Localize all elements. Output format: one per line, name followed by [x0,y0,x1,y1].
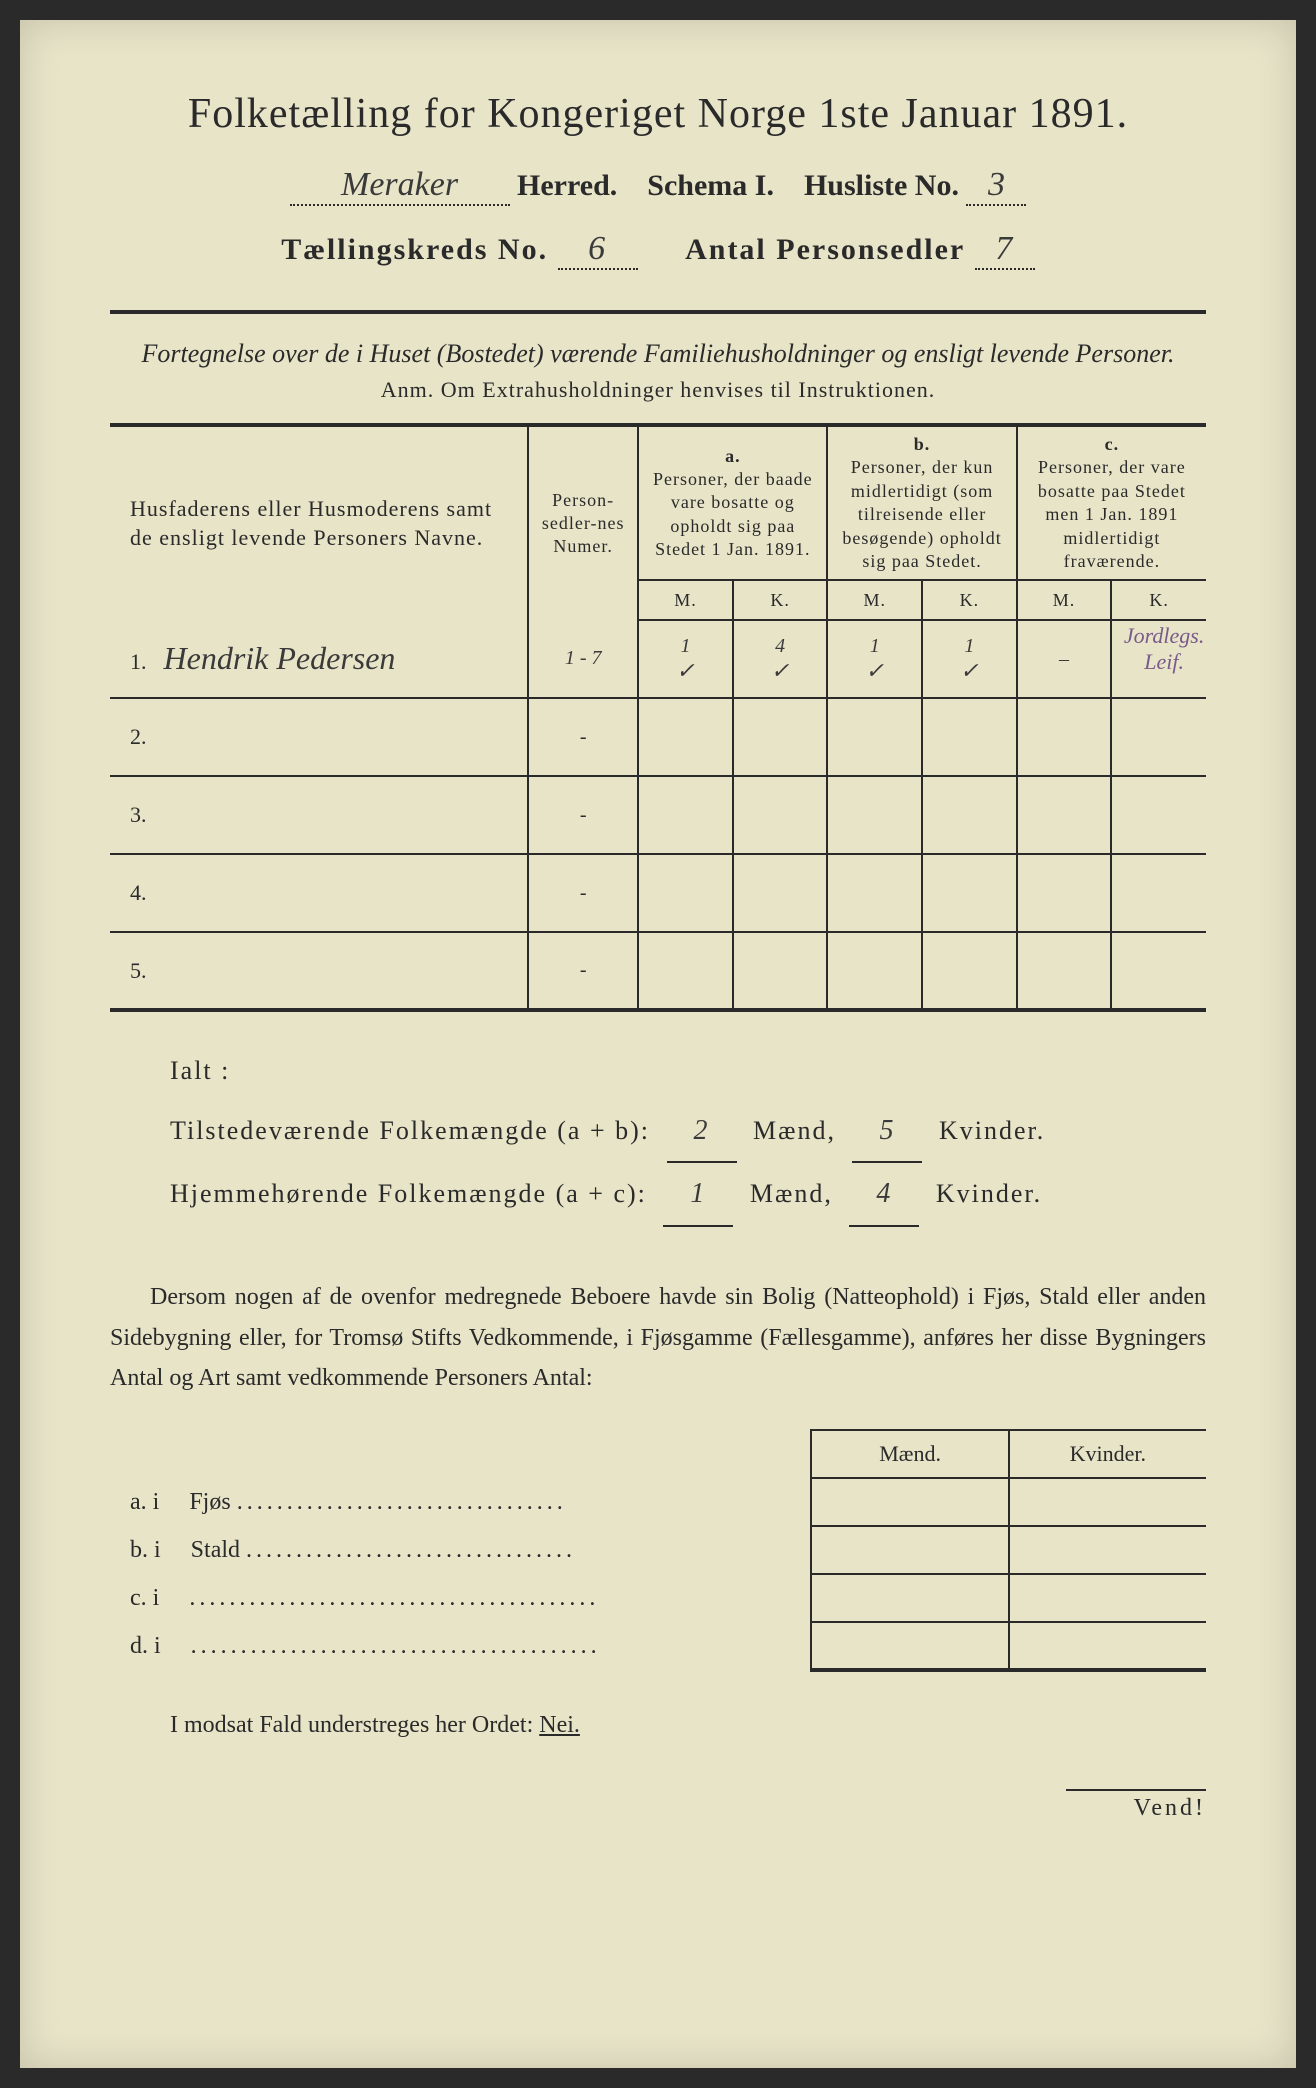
kreds-value: 6 [558,230,638,270]
cell-a-k: 4✓ [733,620,828,698]
tilstede-k: 5 [852,1100,922,1164]
second-row: a. i Fjøs ..............................… [110,1478,1206,1526]
tilstede-m: 2 [667,1100,737,1164]
th-c-k: K. [1111,580,1206,620]
cell-numer: - [528,776,638,854]
herred-value: Meraker [290,166,510,206]
th-kvinder: Kvinder. [1009,1430,1206,1478]
explanatory-paragraph: Dersom nogen af de ovenfor medregnede Be… [110,1277,1206,1399]
table-row: 5. - [110,932,1206,1010]
hjemme-line: Hjemmehørende Folkemængde (a + c): 1 Mæn… [170,1163,1206,1227]
kreds-label: Tællingskreds No. [281,233,548,266]
second-row: b. i Stald .............................… [110,1526,1206,1574]
main-table-body: 1. Hendrik Pedersen 1 - 7 1✓ 4✓ 1✓ 1✓ – … [110,620,1206,1010]
cell-name: 1. Hendrik Pedersen [110,620,528,698]
divider [110,310,1206,314]
ialt-label: Ialt : [170,1042,1206,1099]
nei-word: Nei. [539,1712,580,1738]
header-line-2: Meraker Herred. Schema I. Husliste No. 3 [110,166,1206,206]
cell-numer: 1 - 7 [528,620,638,698]
page-title: Folketælling for Kongeriget Norge 1ste J… [110,90,1206,138]
th-c: c. Personer, der vare bosatte paa Stedet… [1017,425,1206,580]
table-row: 1. Hendrik Pedersen 1 - 7 1✓ 4✓ 1✓ 1✓ – … [110,620,1206,698]
cell-name: 5. [110,932,528,1010]
herred-label: Herred. [517,169,617,202]
cell-numer: - [528,854,638,932]
th-b: b. Personer, der kun midlertidigt (som t… [827,425,1016,580]
antal-value: 7 [975,230,1035,270]
th-b-k: K. [922,580,1017,620]
cell-numer: - [528,698,638,776]
hjemme-m: 1 [663,1163,733,1227]
th-maend: Mænd. [811,1430,1008,1478]
hjemme-k: 4 [849,1163,919,1227]
tilstede-line: Tilstedeværende Folkemængde (a + b): 2 M… [170,1100,1206,1164]
antal-label: Antal Personsedler [685,233,965,266]
header-line-3: Tællingskreds No. 6 Antal Personsedler 7 [110,230,1206,270]
husliste-value: 3 [966,166,1026,206]
th-a-k: K. [733,580,828,620]
cell-name: 2. [110,698,528,776]
table-row: 2. - [110,698,1206,776]
second-row: c. i ...................................… [110,1574,1206,1622]
th-name: Husfaderens eller Husmoderens samt de en… [110,425,528,620]
th-numer: Person-sedler-nes Numer. [528,425,638,620]
th-b-m: M. [827,580,922,620]
vend-label: Vend! [1066,1789,1206,1822]
th-a: a. Personer, der baade vare bosatte og o… [638,425,827,580]
cell-b-k: 1✓ [922,620,1017,698]
th-a-m: M. [638,580,733,620]
schema-label: Schema I. [647,169,774,202]
cell-name: 3. [110,776,528,854]
cell-numer: - [528,932,638,1010]
th-c-m: M. [1017,580,1112,620]
cell-c-k: Jordlegs. Leif. [1111,620,1206,698]
nei-line: I modsat Fald understreges her Ordet: Ne… [170,1712,1206,1739]
cell-c-m: – [1017,620,1112,698]
second-table: Mænd. Kvinder. a. i Fjøs ...............… [110,1429,1206,1672]
husliste-label: Husliste No. [804,169,959,202]
main-table: Husfaderens eller Husmoderens samt de en… [110,423,1206,1012]
table-row: 4. - [110,854,1206,932]
margin-annotation: Jordlegs. Leif. [1112,623,1216,675]
intro-line-1: Fortegnelse over de i Huset (Bostedet) v… [110,334,1206,373]
table-row: 3. - [110,776,1206,854]
second-row: d. i ...................................… [110,1622,1206,1670]
intro-line-2: Anm. Om Extrahusholdninger henvises til … [110,377,1206,403]
cell-b-m: 1✓ [827,620,922,698]
census-form-page: Folketælling for Kongeriget Norge 1ste J… [20,20,1296,2068]
cell-a-m: 1✓ [638,620,733,698]
cell-name: 4. [110,854,528,932]
totals-section: Ialt : Tilstedeværende Folkemængde (a + … [170,1042,1206,1226]
